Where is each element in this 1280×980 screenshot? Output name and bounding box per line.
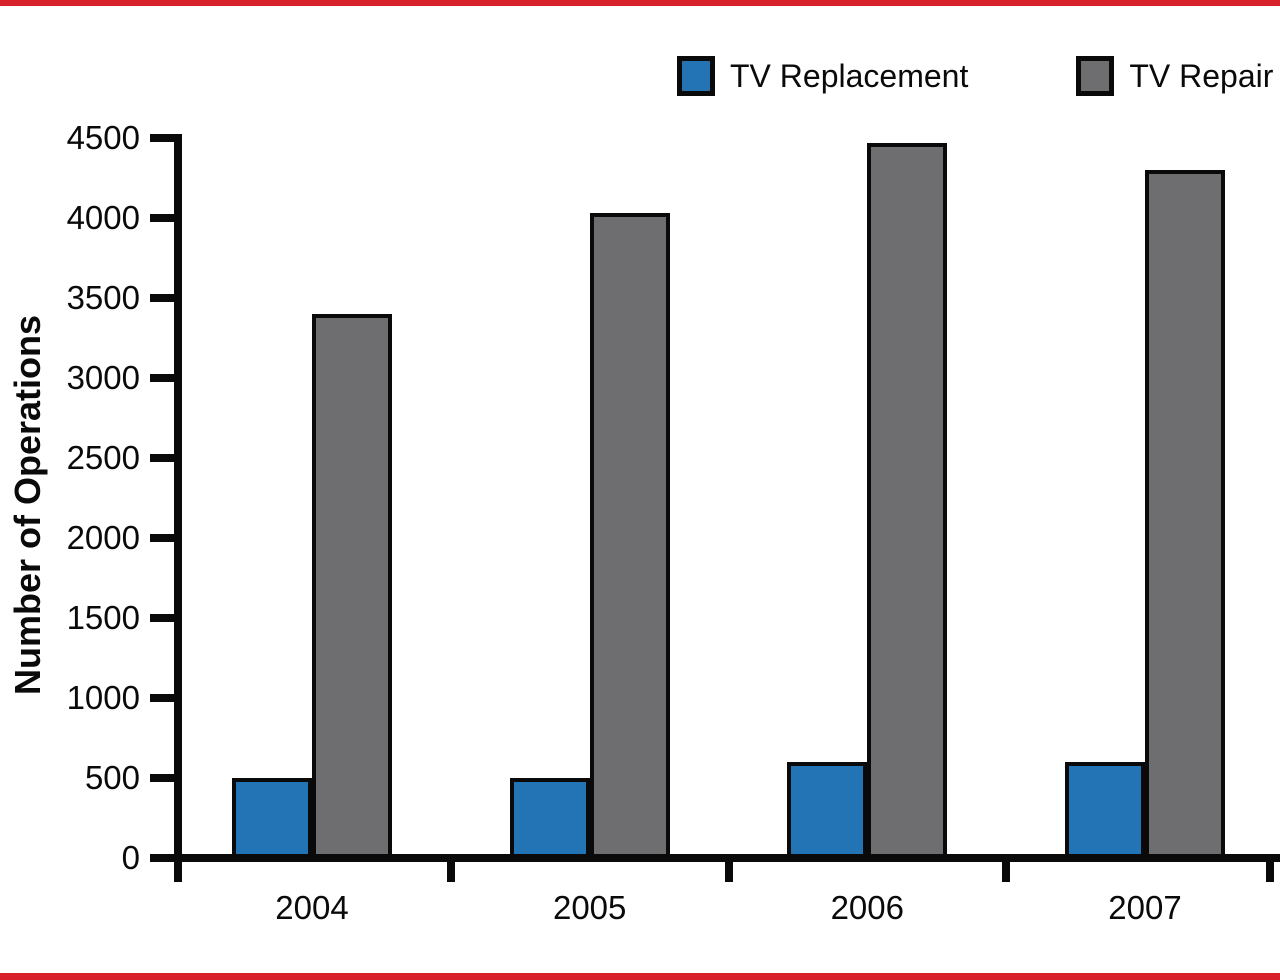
x-tick-3 <box>1266 862 1274 882</box>
legend-label-tv-replacement: TV Replacement <box>730 58 969 94</box>
bar-tv-repair-2007 <box>1145 170 1225 858</box>
bar-tv-repair-2006 <box>867 143 948 858</box>
y-tick-label-1500: 1500 <box>66 599 140 636</box>
chart-legend: TV Replacement TV Repair <box>677 56 1273 96</box>
bottom-accent-bar <box>0 973 1280 980</box>
y-tick-label-4000: 4000 <box>66 199 140 236</box>
y-tick-label-1000: 1000 <box>66 679 140 716</box>
x-tick-2 <box>1002 862 1011 882</box>
legend-swatch-tv-repair <box>1076 56 1115 96</box>
x-category-label-2005: 2005 <box>552 889 627 926</box>
x-category-label-2004: 2004 <box>275 889 349 926</box>
y-tick-label-3500: 3500 <box>66 279 140 316</box>
y-tick-label-500: 500 <box>84 759 140 796</box>
x-tick-1 <box>724 862 733 882</box>
y-tick-label-2500: 2500 <box>66 439 140 476</box>
bar-tv-replacement-2006 <box>787 762 868 858</box>
x-category-label-2007: 2007 <box>1108 889 1182 926</box>
y-tick-3500 <box>150 294 174 302</box>
legend-swatch-tv-replacement <box>677 56 715 96</box>
x-category-label-2006: 2006 <box>830 889 904 926</box>
y-tick-1000 <box>150 694 174 702</box>
top-accent-bar <box>0 0 1280 6</box>
y-tick-label-0: 0 <box>121 839 140 876</box>
y-tick-4000 <box>150 214 174 222</box>
bar-tv-repair-2004 <box>312 314 392 858</box>
y-axis <box>174 134 182 882</box>
y-tick-2500 <box>150 454 174 462</box>
y-tick-500 <box>150 774 174 782</box>
y-tick-label-4500: 4500 <box>66 119 140 156</box>
bar-tv-replacement-2004 <box>232 778 312 858</box>
y-tick-3000 <box>150 374 174 382</box>
y-tick-0 <box>150 854 174 862</box>
y-tick-4500 <box>150 134 174 142</box>
y-tick-2000 <box>150 534 174 542</box>
y-tick-1500 <box>150 614 174 622</box>
x-axis <box>174 854 1280 862</box>
legend-item-tv-repair: TV Repair <box>1076 56 1273 96</box>
y-tick-label-2000: 2000 <box>66 519 140 556</box>
bar-tv-replacement-2005 <box>509 778 590 858</box>
y-tick-label-3000: 3000 <box>66 359 140 396</box>
legend-label-tv-repair: TV Repair <box>1129 58 1274 94</box>
bar-tv-repair-2005 <box>589 213 670 858</box>
bar-tv-replacement-2007 <box>1065 762 1145 858</box>
x-tick-0 <box>446 862 455 882</box>
legend-item-tv-replacement: TV Replacement <box>677 56 968 96</box>
